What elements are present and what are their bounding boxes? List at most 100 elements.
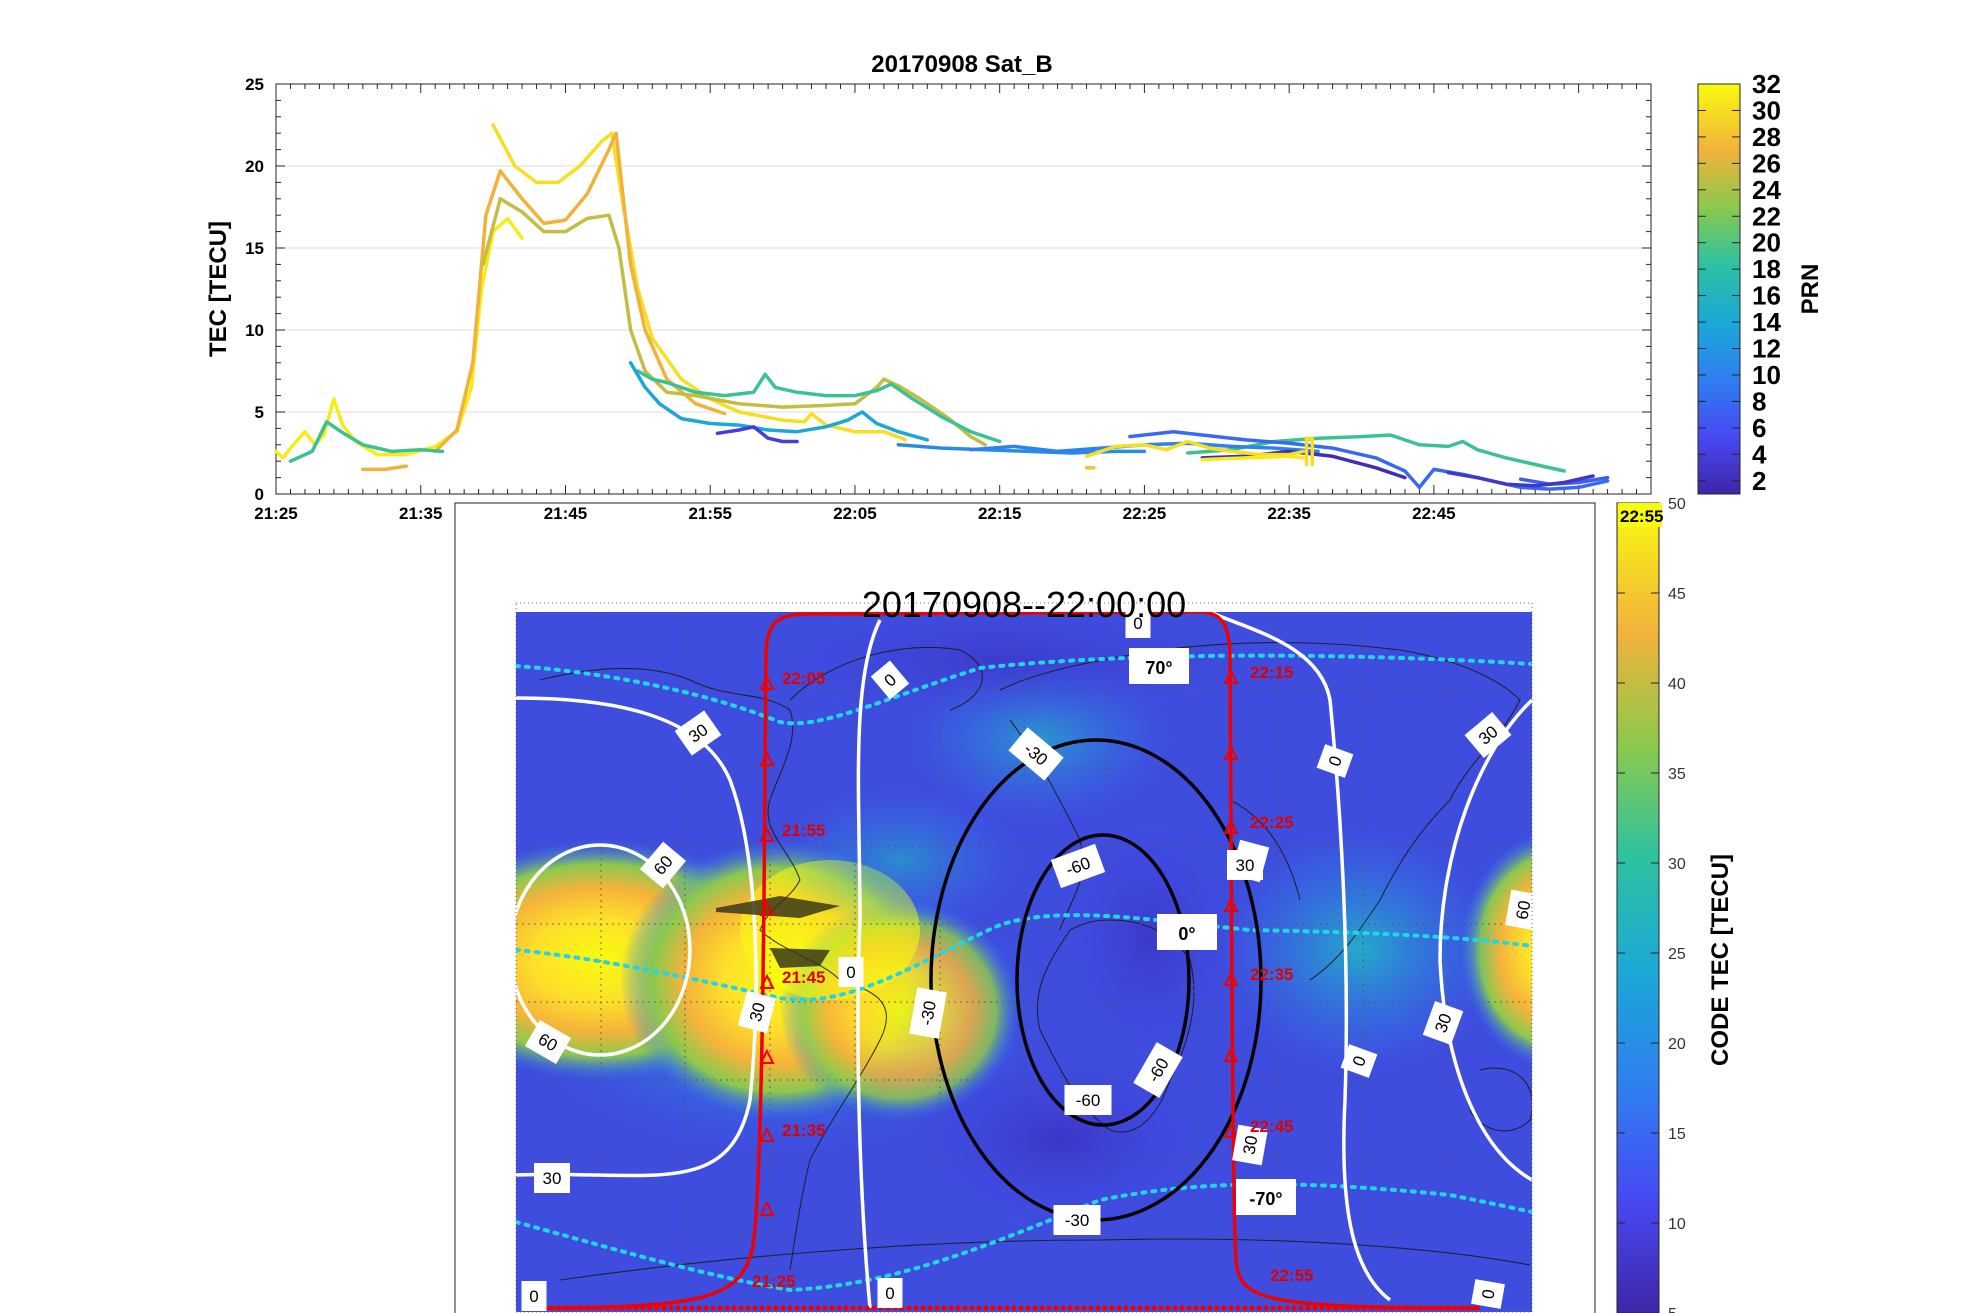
orbit-point bbox=[1459, 1305, 1465, 1311]
contour-label: 0 bbox=[1125, 612, 1151, 638]
prn-colorbar bbox=[1697, 83, 1741, 495]
contour-label-text: 30 bbox=[746, 1001, 769, 1024]
orbit-point bbox=[1361, 1305, 1367, 1311]
prn-tick-label: 30 bbox=[1752, 95, 1781, 125]
orbit-point bbox=[906, 1305, 912, 1311]
orbit-point bbox=[962, 1305, 968, 1311]
orbit-point bbox=[1228, 1305, 1234, 1311]
overlay-time: 22:55 bbox=[1620, 507, 1663, 526]
contour-label-text: 0 bbox=[885, 1284, 894, 1303]
orbit-point bbox=[808, 1305, 814, 1311]
y-tick-label: 10 bbox=[245, 321, 264, 340]
orbit-point bbox=[1011, 1305, 1017, 1311]
orbit-point bbox=[1326, 1305, 1332, 1311]
y-tick-label: 20 bbox=[245, 157, 264, 176]
contour-label-box bbox=[1464, 711, 1512, 759]
orbit-marker bbox=[759, 1200, 775, 1216]
contour-label: -60 bbox=[1050, 843, 1106, 889]
y-axis-label: TEC [TECU] bbox=[205, 221, 232, 357]
series-line bbox=[715, 425, 799, 444]
axis-ticks: 0 5 10 15 20 25 21:25 21:35 21:45 21:55 22:05 22:15… bbox=[245, 75, 1652, 523]
orbit-point bbox=[1032, 1305, 1038, 1311]
contour-label-box bbox=[1008, 727, 1064, 781]
series-line bbox=[1128, 429, 1610, 491]
orbit-point bbox=[857, 1305, 863, 1311]
orbit-time-label: 22:05 bbox=[782, 669, 825, 688]
orbit-point bbox=[724, 1305, 730, 1311]
contour-label-text: 0 bbox=[1478, 1288, 1498, 1301]
orbit-point bbox=[1144, 1305, 1150, 1311]
contour-label: 0 bbox=[1471, 1279, 1505, 1309]
chart-title: 20170908 Sat_B bbox=[871, 51, 1052, 78]
contour-label-box bbox=[674, 710, 722, 756]
orbit-point bbox=[1179, 1305, 1185, 1311]
orbit-point bbox=[1193, 1305, 1199, 1311]
contour-label: -30 bbox=[1008, 727, 1064, 781]
orbit-point bbox=[1389, 1305, 1395, 1311]
orbit-point bbox=[864, 1305, 870, 1311]
series-line bbox=[481, 197, 987, 447]
orbit-point bbox=[1214, 1305, 1220, 1311]
white-contours bbox=[516, 612, 1532, 1309]
latitude-label-box bbox=[1236, 1179, 1296, 1215]
contour-labels: 0 0 0 0 0 0 0 0 30 30 30 30 30 30 30 60 60 60 -30 -30 -30 -60… bbox=[521, 612, 1534, 1311]
orbit-point bbox=[990, 1305, 996, 1311]
orbit-point bbox=[850, 1305, 856, 1311]
orbit-marker bbox=[1223, 668, 1239, 684]
orbit-point bbox=[1123, 1305, 1129, 1311]
orbit-point bbox=[1445, 1305, 1451, 1311]
orbit-marker bbox=[1223, 1046, 1239, 1062]
orbit-point bbox=[598, 1305, 604, 1311]
x-tick-label: 21:45 bbox=[544, 504, 587, 523]
orbit-point bbox=[836, 1305, 842, 1311]
tec-tick-label: 40 bbox=[1668, 676, 1686, 693]
contour-label-box bbox=[737, 990, 777, 1034]
orbit-marker bbox=[1223, 970, 1239, 986]
tec-tick-label: 30 bbox=[1668, 856, 1686, 873]
map-title: 20170908--22:00:00 bbox=[862, 584, 1186, 625]
orbit-point bbox=[1095, 1305, 1101, 1311]
orbit-point bbox=[1102, 1305, 1108, 1311]
orbit-point bbox=[738, 1305, 744, 1311]
orbit-point bbox=[1368, 1305, 1374, 1311]
prn-tick-label: 14 bbox=[1752, 307, 1781, 337]
orbit-time-labels: 22:05 21:55 21:45 21:35 21:25 22:15 22:25 22:35… bbox=[752, 663, 1313, 1291]
orbit-point bbox=[1284, 1305, 1290, 1311]
orbit-point bbox=[1060, 1305, 1066, 1311]
orbit-marker bbox=[759, 900, 775, 916]
series-line bbox=[628, 361, 930, 442]
contour-label-box bbox=[838, 957, 864, 987]
orbit-point bbox=[829, 1305, 835, 1311]
orbit-point bbox=[1473, 1305, 1479, 1311]
orbit-point bbox=[801, 1305, 807, 1311]
orbit-marker bbox=[1223, 818, 1239, 834]
orbit-time-label: 21:55 bbox=[782, 821, 825, 840]
orbit-point bbox=[1053, 1305, 1059, 1311]
orbit-point bbox=[1466, 1305, 1472, 1311]
series-line bbox=[1200, 454, 1306, 462]
orbit-point bbox=[1452, 1305, 1458, 1311]
grid bbox=[276, 165, 1651, 413]
orbit-point bbox=[584, 1305, 590, 1311]
contour-label-box bbox=[521, 1281, 547, 1311]
contour-label-text: 60 bbox=[1512, 899, 1534, 921]
tec-line-chart: 0 5 10 15 20 25 21:25 21:35 21:45 21:55 22:05 22:15… bbox=[205, 51, 1824, 523]
orbit-point bbox=[983, 1305, 989, 1311]
tec-heatmap: 0 0 0 0 0 0 0 0 30 30 30 30 30 30 30 60 60 60 -30 -30 -30 -60… bbox=[516, 612, 1534, 1312]
orbit-point bbox=[619, 1305, 625, 1311]
tec-tick-label: 50 bbox=[1668, 496, 1686, 513]
tec-tick-label: 20 bbox=[1668, 1036, 1686, 1053]
tec-tick-label: 15 bbox=[1668, 1126, 1686, 1143]
orbit-marker bbox=[759, 973, 775, 989]
series-line bbox=[896, 443, 1147, 455]
contour-label-box bbox=[1471, 1279, 1505, 1309]
orbit-point bbox=[1200, 1305, 1206, 1311]
orbit-marker bbox=[759, 750, 775, 766]
tec-tick-label: 5 bbox=[1668, 1306, 1677, 1313]
latitude-label: 70° bbox=[1129, 648, 1189, 684]
contour-label-text: -60 bbox=[1076, 1091, 1101, 1110]
orbit-point bbox=[570, 1305, 576, 1311]
prn-tick-label: 22 bbox=[1752, 201, 1781, 231]
orbit-point bbox=[1116, 1305, 1122, 1311]
